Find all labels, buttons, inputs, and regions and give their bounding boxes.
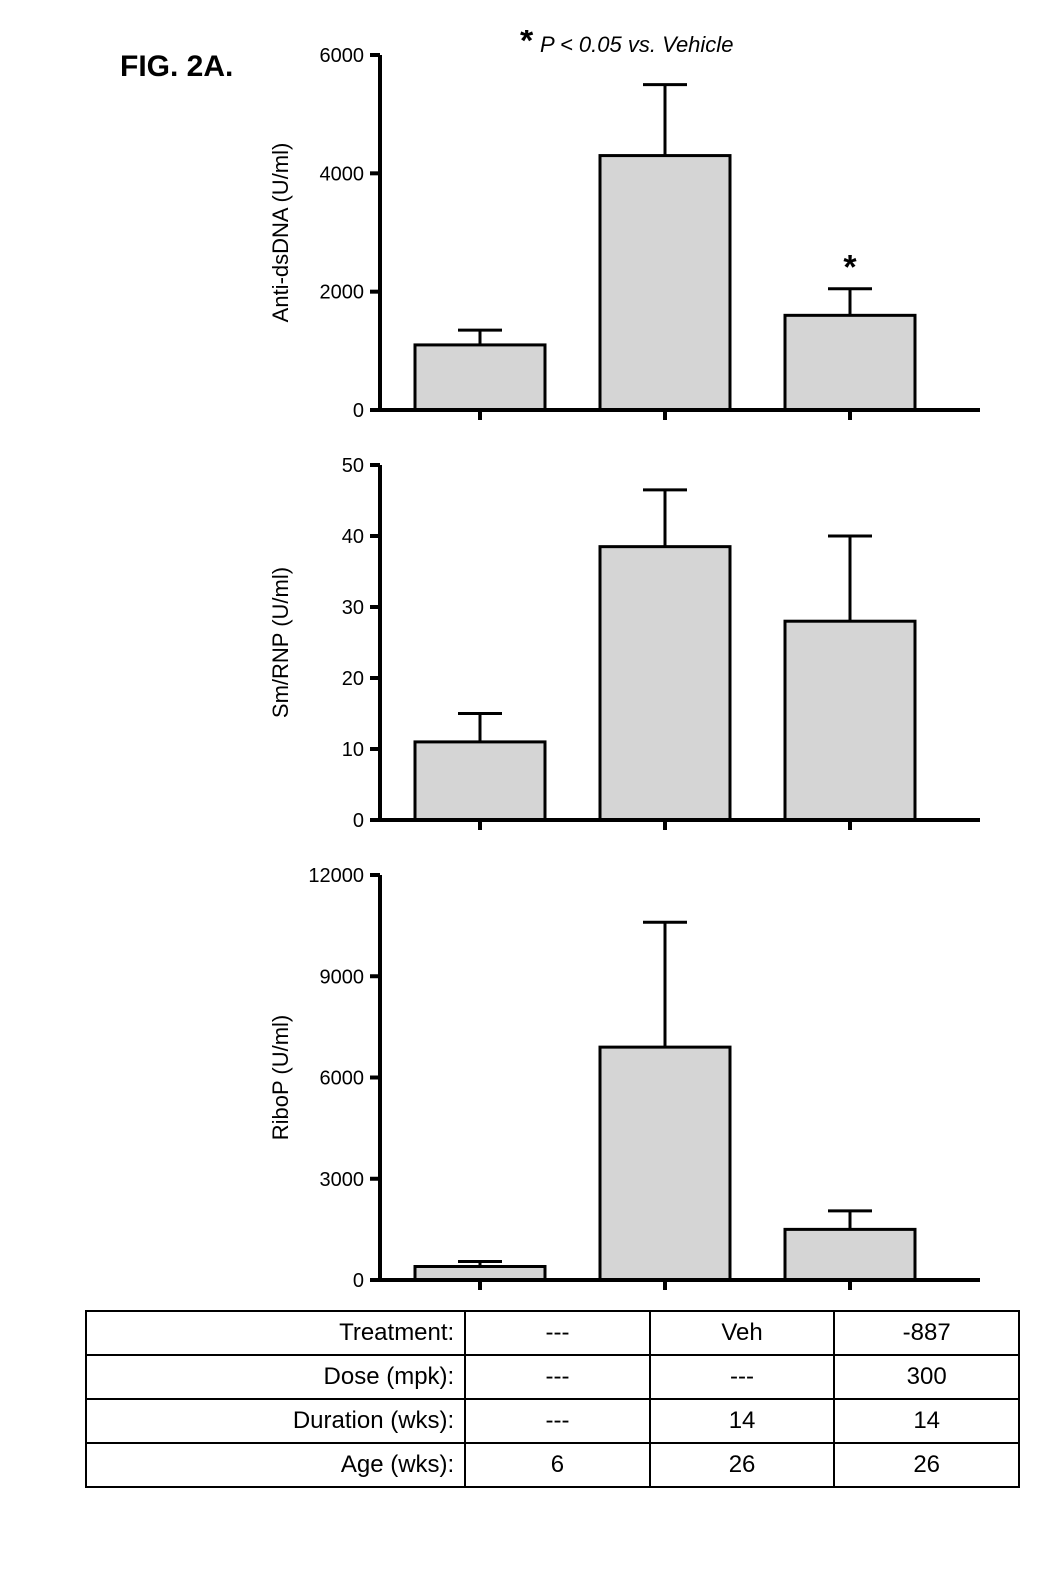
- y-tick-label: 4000: [320, 163, 365, 185]
- y-tick-label: 9000: [320, 966, 365, 988]
- y-tick-label: 20: [342, 668, 364, 690]
- row-label: Age (wks):: [86, 1443, 465, 1487]
- y-tick-label: 30: [342, 597, 364, 619]
- row-value: ---: [465, 1399, 650, 1443]
- table-row: Dose (mpk):------300: [86, 1355, 1019, 1399]
- row-value: 26: [834, 1443, 1019, 1487]
- row-value: 14: [834, 1399, 1019, 1443]
- y-axis-label: RiboP (U/ml): [268, 1015, 293, 1141]
- y-tick-label: 40: [342, 526, 364, 548]
- y-tick-label: 12000: [308, 865, 364, 887]
- y-tick-label: 0: [353, 1270, 364, 1292]
- row-value: 6: [465, 1443, 650, 1487]
- row-value: Veh: [650, 1311, 835, 1355]
- bar: [415, 1267, 545, 1281]
- y-tick-label: 6000: [320, 45, 365, 67]
- table-row: Age (wks):62626: [86, 1443, 1019, 1487]
- row-label: Duration (wks):: [86, 1399, 465, 1443]
- chart-sm-rnp: 0 10 20 30 40 50 Sm/RNP (U/ml): [260, 440, 1020, 840]
- bar: [785, 1229, 915, 1280]
- row-value: ---: [650, 1355, 835, 1399]
- charts-column: *0200040006000Anti-dsDNA (U/ml)*P < 0.05…: [260, 30, 1020, 1300]
- row-value: 300: [834, 1355, 1019, 1399]
- annotation-star: *: [520, 30, 534, 60]
- bar: [600, 156, 730, 410]
- row-label: Dose (mpk):: [86, 1355, 465, 1399]
- bar: [415, 742, 545, 820]
- treatment-table: Treatment:---Veh-887Dose (mpk):------300…: [85, 1310, 1020, 1488]
- row-label: Treatment:: [86, 1311, 465, 1355]
- bar: [600, 1047, 730, 1280]
- significance-star: *: [843, 249, 857, 287]
- bar: [600, 547, 730, 820]
- row-value: ---: [465, 1311, 650, 1355]
- bar: [785, 621, 915, 820]
- y-tick-label: 2000: [320, 282, 365, 304]
- y-tick-label: 0: [353, 810, 364, 832]
- y-axis-label: Anti-dsDNA (U/ml): [268, 143, 293, 323]
- table-row: Treatment:---Veh-887: [86, 1311, 1019, 1355]
- row-value: 26: [650, 1443, 835, 1487]
- bar: [785, 315, 915, 410]
- y-tick-label: 6000: [320, 1068, 365, 1090]
- chart-anti-dsdna: *0200040006000Anti-dsDNA (U/ml)*P < 0.05…: [260, 30, 1020, 430]
- chart-ribop: 0 3000 6000 9000 12000 RiboP (U/ml): [260, 850, 1020, 1300]
- y-tick-label: 50: [342, 455, 364, 477]
- y-tick-label: 3000: [320, 1169, 365, 1191]
- table-row: Duration (wks):---1414: [86, 1399, 1019, 1443]
- row-value: 14: [650, 1399, 835, 1443]
- figure-label: FIG. 2A.: [120, 50, 233, 84]
- bar: [415, 345, 545, 410]
- figure-container: FIG. 2A. *0200040006000Anti-dsDNA (U/ml)…: [30, 30, 1020, 1488]
- y-tick-label: 0: [353, 400, 364, 422]
- annotation-text: P < 0.05 vs. Vehicle: [540, 32, 733, 57]
- y-axis-label: Sm/RNP (U/ml): [268, 567, 293, 718]
- y-tick-label: 10: [342, 739, 364, 761]
- row-value: ---: [465, 1355, 650, 1399]
- row-value: -887: [834, 1311, 1019, 1355]
